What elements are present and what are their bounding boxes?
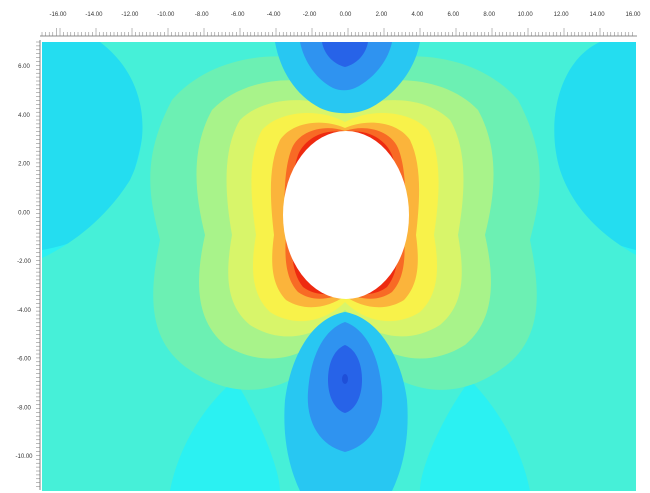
tunnel-opening	[283, 131, 409, 299]
left-ruler-minor-ticks	[36, 41, 40, 487]
top-tick-label: -4.00	[267, 12, 281, 18]
top-ruler-labels: -16.00 -14.00 -12.00 -10.00 -8.00 -6.00 -4.00 -…	[49, 12, 641, 18]
top-tick-label: -12.00	[121, 12, 139, 18]
top-tick-label: -10.00	[157, 12, 175, 18]
left-tick-label: -6.00	[17, 357, 31, 363]
left-tick-label: -2.00	[17, 259, 31, 265]
top-tick-label: 16.00	[625, 12, 641, 18]
top-ruler: -16.00 -14.00 -12.00 -10.00 -8.00 -6.00 -4.00 -…	[40, 12, 641, 37]
top-tick-label: 10.00	[518, 12, 534, 18]
left-ruler: 6.00 4.00 2.00 0.00 -2.00 -4.00 -6.00 -8.00 -10.…	[15, 40, 41, 490]
top-tick-label: -8.00	[195, 12, 209, 18]
top-tick-label: -14.00	[85, 12, 103, 18]
left-tick-label: -8.00	[17, 405, 31, 411]
top-tick-label: -6.00	[231, 12, 245, 18]
left-tick-label: -10.00	[15, 454, 33, 460]
left-tick-label: 0.00	[18, 210, 30, 216]
contour-band-top-deep-blue	[322, 42, 368, 67]
top-tick-label: 2.00	[376, 12, 388, 18]
left-tick-label: 6.00	[18, 64, 30, 70]
top-tick-label: 8.00	[483, 12, 495, 18]
top-tick-label: -16.00	[49, 12, 67, 18]
top-tick-label: 12.00	[554, 12, 570, 18]
contour-band-right-low	[535, 42, 636, 250]
top-tick-label: 14.00	[590, 12, 606, 18]
contour-plot	[42, 42, 636, 491]
left-tick-label: 4.00	[18, 113, 30, 119]
top-tick-label: -2.00	[303, 12, 317, 18]
left-tick-label: 2.00	[18, 162, 30, 168]
top-tick-label: 6.00	[447, 12, 459, 18]
left-ruler-labels: 6.00 4.00 2.00 0.00 -2.00 -4.00 -6.00 -8.00 -10.…	[15, 64, 33, 460]
left-tick-label: -4.00	[17, 308, 31, 314]
contour-band-bottom-core	[342, 374, 348, 384]
top-tick-label: 4.00	[412, 12, 424, 18]
top-ruler-minor-ticks	[41, 28, 633, 36]
top-tick-label: 0.00	[340, 12, 352, 18]
